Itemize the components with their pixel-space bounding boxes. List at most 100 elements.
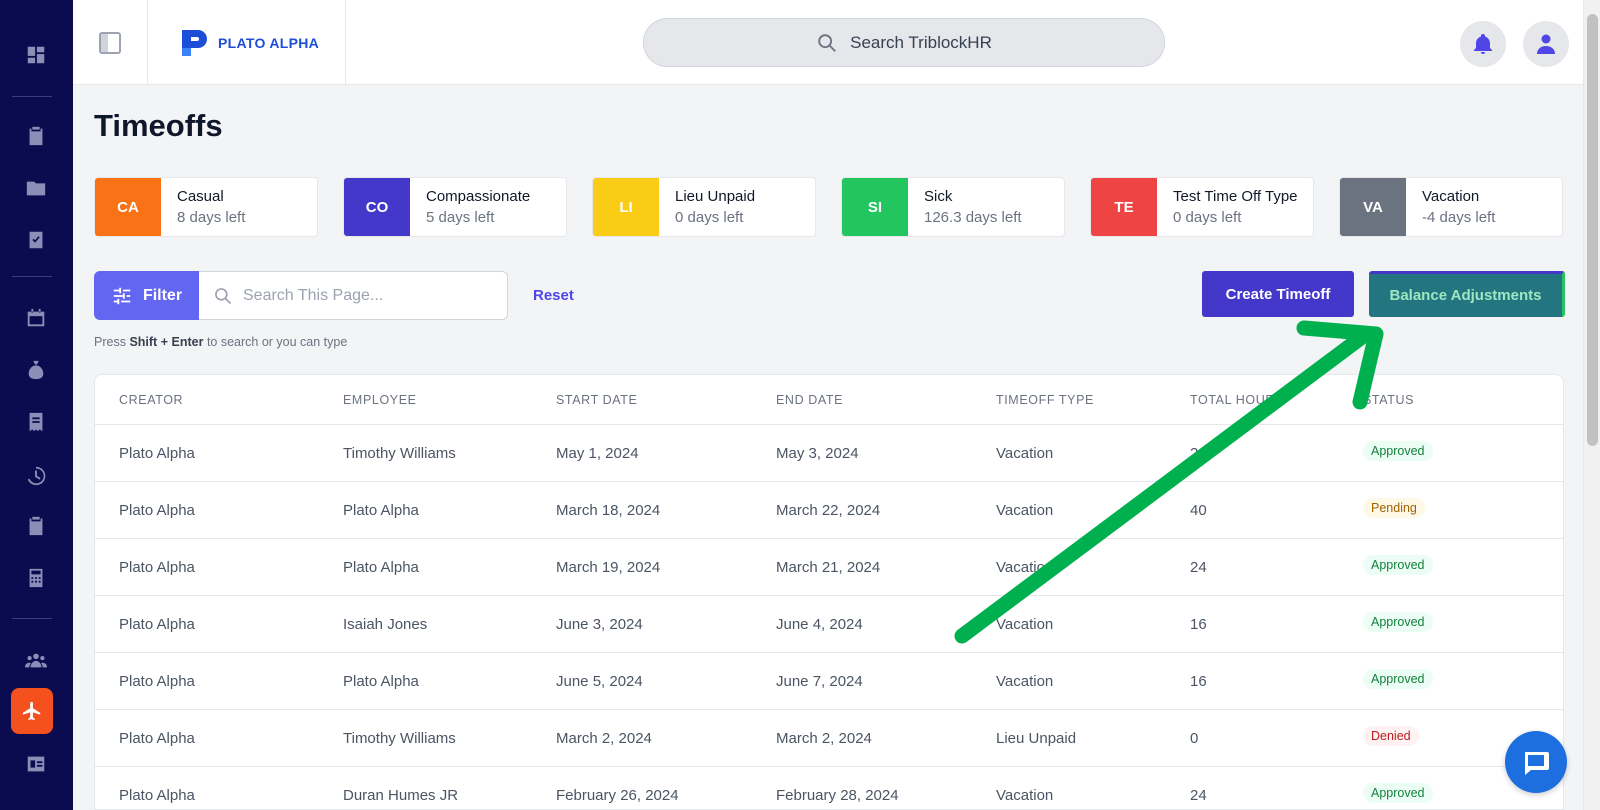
page-scrollbar[interactable] (1583, 0, 1600, 810)
status-badge: Approved (1363, 441, 1433, 461)
column-header[interactable]: STATUS (1363, 393, 1415, 407)
table-row[interactable]: Plato Alpha Isaiah Jones June 3, 2024 June … (95, 596, 1563, 653)
cell-creator: Plato Alpha (119, 445, 195, 462)
clock-history-icon[interactable] (22, 462, 50, 490)
create-timeoff-button[interactable]: Create Timeoff (1202, 271, 1354, 317)
balance-abbr: SI (842, 178, 908, 236)
sidebar (0, 0, 73, 810)
table-row[interactable]: Plato Alpha Duran Humes JR February 26, 20… (95, 767, 1563, 809)
cell-timeoff-type: Vacation (996, 559, 1054, 576)
top-bar: PLATO ALPHA Search TriblockHR (73, 0, 1583, 85)
column-header[interactable]: CREATOR (119, 393, 184, 407)
cell-start-date: March 2, 2024 (556, 730, 652, 747)
sidebar-divider (12, 276, 52, 277)
hint-plus: + (160, 335, 169, 349)
column-header[interactable]: EMPLOYEE (343, 393, 417, 407)
scrollbar-thumb[interactable] (1587, 14, 1598, 446)
table-row[interactable]: Plato Alpha Plato Alpha June 5, 2024 June 7… (95, 653, 1563, 710)
balance-name: Lieu Unpaid (675, 188, 756, 205)
cell-total-hours: 40 (1190, 502, 1207, 519)
cell-creator: Plato Alpha (119, 787, 195, 804)
money-bag-icon[interactable] (22, 356, 50, 384)
logo-mark-icon (182, 29, 207, 56)
column-header[interactable]: START DATE (556, 393, 638, 407)
balance-card[interactable]: CA Casual 8 days left (94, 177, 318, 237)
balance-card[interactable]: VA Vacation -4 days left (1339, 177, 1563, 237)
cell-total-hours: 24 (1190, 445, 1207, 462)
user-icon (1537, 34, 1555, 54)
column-header[interactable]: TOTAL HOURS (1190, 393, 1284, 407)
cell-employee: Isaiah Jones (343, 616, 428, 633)
balance-card[interactable]: LI Lieu Unpaid 0 days left (592, 177, 816, 237)
checklist-icon[interactable] (22, 226, 50, 254)
balance-info: Vacation -4 days left (1406, 178, 1495, 236)
global-search-input[interactable]: Search TriblockHR (643, 18, 1165, 67)
calendar-icon[interactable] (22, 304, 50, 332)
sidebar-divider (12, 96, 52, 97)
table-row[interactable]: Plato Alpha Timothy Williams May 1, 2024 Ma… (95, 425, 1563, 482)
balance-days-left: -4 days left (1422, 209, 1496, 226)
balance-adjustments-button[interactable]: Balance Adjustments (1369, 271, 1565, 317)
report-icon[interactable] (22, 512, 50, 540)
page-search-placeholder: Search This Page... (243, 286, 384, 304)
hint-key-enter: Enter (171, 335, 204, 349)
cell-total-hours: 16 (1190, 673, 1207, 690)
status-badge: Pending (1363, 498, 1425, 518)
cell-employee: Plato Alpha (343, 502, 419, 519)
balance-name: Vacation (1422, 188, 1480, 205)
cell-timeoff-type: Lieu Unpaid (996, 730, 1077, 747)
cell-creator: Plato Alpha (119, 673, 195, 690)
balance-name: Compassionate (426, 188, 531, 205)
sidebar-item-timeoff[interactable] (11, 688, 53, 734)
filter-button[interactable]: Filter (94, 271, 199, 320)
chat-widget-button[interactable] (1505, 731, 1567, 793)
status-badge: Approved (1363, 669, 1433, 689)
cell-end-date: February 28, 2024 (776, 787, 899, 804)
balance-abbr: CO (344, 178, 410, 236)
cell-timeoff-type: Vacation (996, 616, 1054, 633)
cell-start-date: June 3, 2024 (556, 616, 643, 633)
logo[interactable]: PLATO ALPHA (148, 0, 346, 85)
team-icon[interactable] (22, 646, 50, 674)
cell-end-date: March 2, 2024 (776, 730, 872, 747)
timeoffs-table: CREATOR EMPLOYEE START DATE END DATE TIM… (94, 374, 1564, 810)
balance-card[interactable]: CO Compassionate 5 days left (343, 177, 567, 237)
column-header[interactable]: TIMEOFF TYPE (996, 393, 1094, 407)
balance-name: Casual (177, 188, 224, 205)
status-badge: Approved (1363, 783, 1433, 803)
cell-employee: Duran Humes JR (343, 787, 459, 804)
calculator-icon[interactable] (22, 564, 50, 592)
sidebar-divider (12, 618, 52, 619)
cell-total-hours: 16 (1190, 616, 1207, 633)
cell-end-date: March 21, 2024 (776, 559, 881, 576)
table-row[interactable]: Plato Alpha Plato Alpha March 18, 2024 Marc… (95, 482, 1563, 539)
user-menu-button[interactable] (1523, 21, 1569, 67)
page-search-input[interactable]: Search This Page... (199, 271, 508, 320)
search-hint: Press Shift + Enter to search or you can… (94, 335, 347, 349)
reset-link[interactable]: Reset (533, 287, 574, 304)
table-row[interactable]: Plato Alpha Timothy Williams March 2, 2024… (95, 710, 1563, 767)
balance-card[interactable]: TE Test Time Off Type 0 days left (1090, 177, 1314, 237)
folder-icon[interactable] (22, 174, 50, 202)
airplane-icon (22, 701, 41, 721)
balance-abbr: CA (95, 178, 161, 236)
contact-card-icon[interactable] (22, 750, 50, 778)
clipboard-icon[interactable] (22, 122, 50, 150)
table-row[interactable]: Plato Alpha Plato Alpha March 19, 2024 Marc… (95, 539, 1563, 596)
cell-timeoff-type: Vacation (996, 502, 1054, 519)
cell-timeoff-type: Vacation (996, 673, 1054, 690)
dashboard-icon[interactable] (22, 41, 50, 69)
cell-creator: Plato Alpha (119, 616, 195, 633)
hint-key-shift: Shift (129, 335, 158, 349)
cell-total-hours: 24 (1190, 559, 1207, 576)
status-badge: Denied (1363, 726, 1419, 746)
cell-employee: Plato Alpha (343, 673, 419, 690)
column-header[interactable]: END DATE (776, 393, 844, 407)
balance-card[interactable]: SI Sick 126.3 days left (841, 177, 1065, 237)
sidebar-toggle-button[interactable] (73, 0, 148, 85)
cell-end-date: June 7, 2024 (776, 673, 863, 690)
notifications-button[interactable] (1460, 21, 1506, 67)
balance-days-left: 0 days left (675, 209, 744, 226)
receipt-icon[interactable] (22, 408, 50, 436)
cell-end-date: June 4, 2024 (776, 616, 863, 633)
